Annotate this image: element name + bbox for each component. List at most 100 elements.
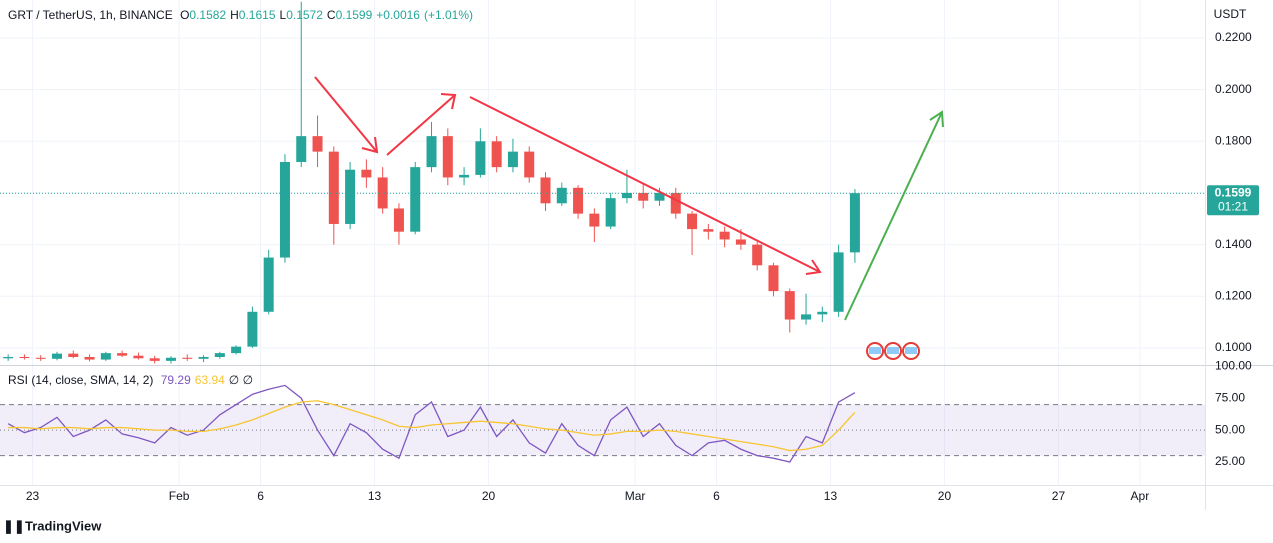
- candle-body: [426, 136, 437, 168]
- rsi-tick-label: 75.00: [1215, 390, 1245, 404]
- y-tick-label: 0.1200: [1215, 288, 1252, 302]
- x-tick-label: 13: [824, 489, 838, 503]
- x-tick-label: Feb: [169, 489, 190, 503]
- candle-body: [556, 187, 567, 204]
- candle-body: [312, 136, 323, 152]
- y-tick-label: 0.2200: [1215, 30, 1252, 44]
- ohlc-value: 0.1582: [189, 8, 227, 22]
- candle-body: [654, 192, 665, 201]
- countdown: 01:21: [1218, 199, 1248, 213]
- x-tick-label: 23: [26, 489, 40, 503]
- candle-body: [279, 161, 290, 258]
- x-tick-label: 27: [1052, 489, 1066, 503]
- rsi-tick-label: 25.00: [1215, 454, 1245, 468]
- ohlc-value: 0.1599: [335, 8, 373, 22]
- candle-body: [459, 174, 470, 178]
- ohlc-label: L: [279, 8, 287, 22]
- candle-body: [377, 177, 388, 209]
- green-arrow: [844, 110, 944, 321]
- brand: TradingView: [25, 518, 102, 533]
- ohlc-value: 0.1572: [286, 8, 323, 22]
- candle-body: [51, 353, 62, 359]
- candle-body: [491, 141, 502, 168]
- candle-body: [247, 311, 258, 347]
- candle-body: [84, 356, 95, 360]
- x-tick-label: 13: [368, 489, 382, 503]
- event-flags: [866, 342, 920, 360]
- candle-body: [182, 357, 193, 359]
- candle-body: [687, 213, 698, 230]
- candle-body: [621, 192, 632, 199]
- x-tick-label: 6: [713, 489, 720, 503]
- candle-body: [442, 136, 453, 178]
- candle-body: [670, 192, 681, 214]
- candle-body: [735, 239, 746, 245]
- last-price-box: [1207, 185, 1259, 216]
- rsi-title: RSI (14, close, SMA, 14, 2): [8, 373, 154, 387]
- x-tick-label: 20: [482, 489, 496, 503]
- ohlc-label: C: [326, 8, 336, 22]
- brand-logo: ❚❚: [3, 518, 25, 534]
- candle-body: [475, 141, 486, 175]
- candle-body: [100, 353, 111, 360]
- candle-body: [198, 356, 209, 359]
- candle-body: [703, 229, 714, 232]
- rsi-extra: ∅ ∅: [228, 373, 254, 387]
- candle-body: [752, 244, 763, 266]
- candle-body: [117, 353, 128, 356]
- candle-body: [328, 151, 339, 224]
- candle-body: [524, 151, 535, 178]
- change-pct: (+1.01%): [423, 8, 474, 22]
- ohlc-label: O: [180, 8, 190, 22]
- candle-body: [296, 136, 307, 162]
- x-tick-label: 6: [257, 489, 264, 503]
- candle-body: [719, 231, 730, 240]
- rsi-tick-label: 100.00: [1215, 358, 1252, 372]
- candle-body: [19, 356, 30, 358]
- candle-body: [573, 187, 584, 214]
- rsi-value: 79.29: [160, 373, 191, 387]
- rsi-tick-label: 50.00: [1215, 422, 1245, 436]
- candle-body: [231, 346, 242, 354]
- rsi-legend: RSI (14, close, SMA, 14, 2) 79.29 63.94 ∅ …: [8, 373, 257, 387]
- x-tick-label: 20: [938, 489, 952, 503]
- red-arrows: [314, 76, 822, 275]
- x-tick-label: Mar: [625, 489, 646, 503]
- y-tick-label: 0.1800: [1215, 133, 1252, 147]
- candle-body: [638, 192, 649, 201]
- candle-body: [849, 193, 860, 253]
- candle-body: [35, 357, 46, 359]
- candle-body: [817, 311, 828, 315]
- y-tick-label: 0.1400: [1215, 237, 1252, 251]
- ohlc-label: H: [230, 8, 239, 22]
- ohlc-value: 0.1615: [238, 8, 276, 22]
- rsi-line: [8, 400, 856, 452]
- candle-body: [361, 169, 372, 178]
- candle-body: [3, 356, 14, 359]
- candle-body: [801, 314, 812, 320]
- symbol: GRT / TetherUS, 1h, BINANCE: [8, 8, 173, 22]
- candle-body: [149, 358, 160, 361]
- rsi-line: [7, 384, 856, 463]
- currency: USDT: [1214, 7, 1247, 21]
- candle-body: [833, 252, 844, 312]
- candle-body: [133, 355, 144, 359]
- change: +0.0016: [376, 8, 420, 22]
- rsi-value: 63.94: [194, 373, 225, 387]
- candle-body: [410, 167, 421, 232]
- x-tick-label: Apr: [1131, 489, 1150, 503]
- candle-body: [589, 213, 600, 227]
- last-price-label: 0.1599: [1215, 185, 1252, 199]
- candle-body: [784, 291, 795, 320]
- candle-body: [263, 257, 274, 312]
- y-tick-label: 0.1000: [1215, 340, 1252, 354]
- candle-body: [393, 208, 404, 232]
- candle-body: [165, 357, 176, 361]
- candle-body: [605, 198, 616, 227]
- candle-body: [214, 353, 225, 357]
- candle-body: [768, 265, 779, 292]
- candle-body: [68, 353, 79, 357]
- drawings: [314, 76, 944, 360]
